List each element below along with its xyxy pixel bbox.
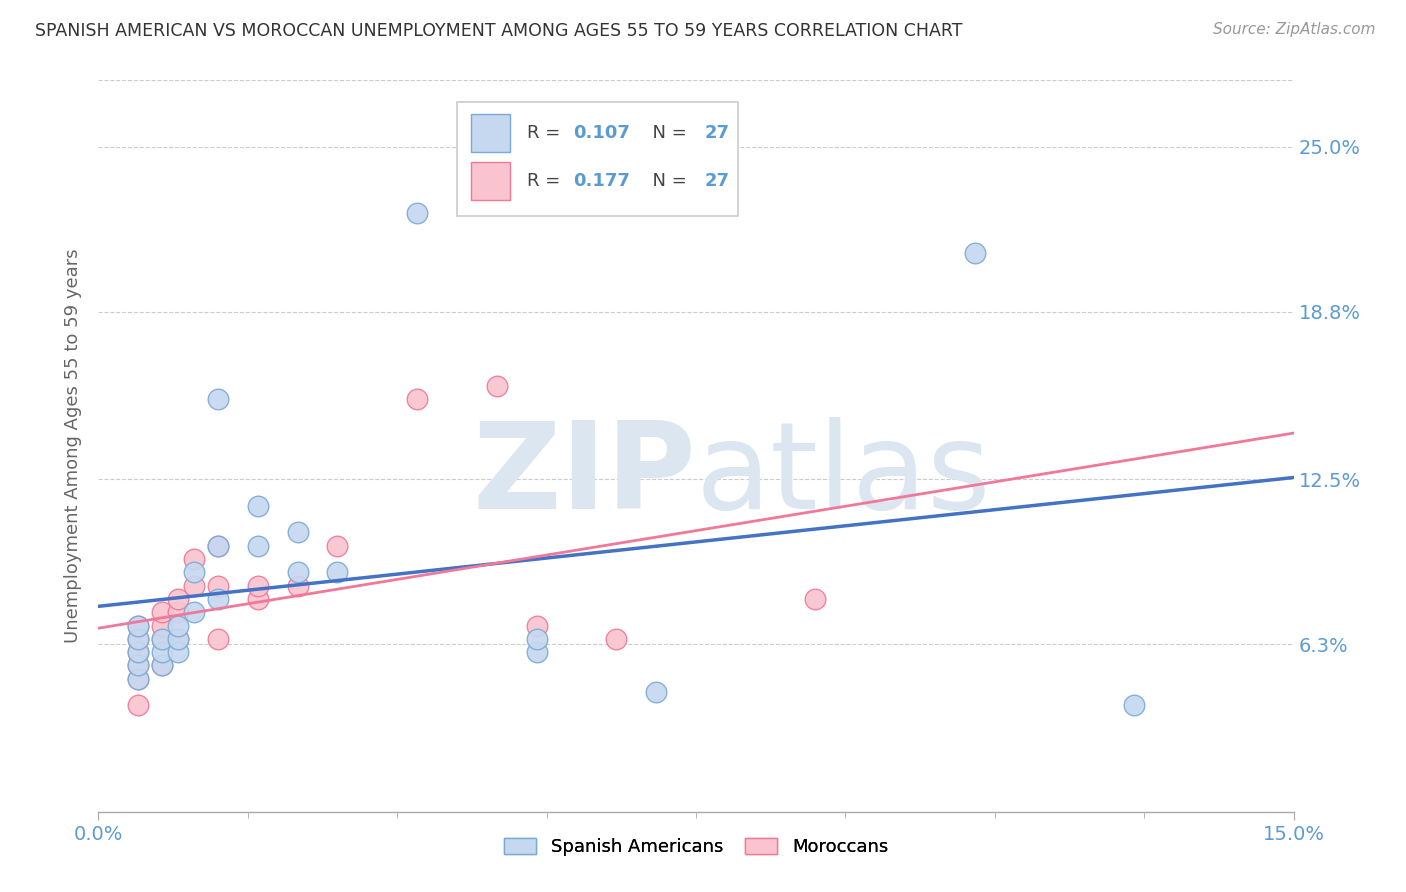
Point: [326, 539, 349, 553]
Text: R =: R =: [527, 124, 567, 142]
Point: [150, 632, 173, 646]
Point: [150, 632, 173, 646]
FancyBboxPatch shape: [471, 114, 509, 152]
Point: [246, 579, 269, 593]
Point: [183, 605, 205, 619]
Text: N =: N =: [641, 124, 693, 142]
Point: [127, 658, 149, 673]
Point: [127, 632, 149, 646]
Point: [167, 591, 190, 606]
Point: [167, 632, 190, 646]
Point: [127, 658, 149, 673]
FancyBboxPatch shape: [457, 103, 738, 216]
Point: [207, 392, 229, 407]
Point: [287, 525, 309, 540]
Point: [605, 632, 627, 646]
Point: [127, 618, 149, 632]
Point: [167, 645, 190, 659]
Point: [645, 685, 668, 699]
Point: [326, 566, 349, 580]
Point: [246, 499, 269, 513]
Point: [406, 206, 429, 220]
Point: [127, 645, 149, 659]
Point: [804, 591, 827, 606]
Text: SPANISH AMERICAN VS MOROCCAN UNEMPLOYMENT AMONG AGES 55 TO 59 YEARS CORRELATION : SPANISH AMERICAN VS MOROCCAN UNEMPLOYMEN…: [35, 22, 963, 40]
Point: [1123, 698, 1146, 713]
Point: [207, 591, 229, 606]
Point: [127, 698, 149, 713]
Point: [207, 579, 229, 593]
Point: [526, 632, 548, 646]
Point: [127, 672, 149, 686]
Text: ZIP: ZIP: [472, 417, 696, 533]
Point: [127, 645, 149, 659]
Text: 0.107: 0.107: [572, 124, 630, 142]
Point: [287, 566, 309, 580]
Point: [287, 579, 309, 593]
Point: [167, 618, 190, 632]
Point: [526, 618, 548, 632]
Point: [207, 539, 229, 553]
Point: [963, 246, 986, 260]
Text: 0.177: 0.177: [572, 172, 630, 190]
Legend: Spanish Americans, Moroccans: Spanish Americans, Moroccans: [495, 829, 897, 865]
Point: [406, 392, 429, 407]
Point: [526, 645, 548, 659]
Point: [183, 579, 205, 593]
Y-axis label: Unemployment Among Ages 55 to 59 years: Unemployment Among Ages 55 to 59 years: [63, 249, 82, 643]
Text: 27: 27: [704, 124, 730, 142]
Point: [183, 566, 205, 580]
Point: [150, 618, 173, 632]
Point: [485, 379, 508, 393]
Point: [167, 632, 190, 646]
Text: 27: 27: [704, 172, 730, 190]
Text: N =: N =: [641, 172, 693, 190]
Text: atlas: atlas: [696, 417, 991, 533]
Point: [150, 658, 173, 673]
Point: [167, 605, 190, 619]
Text: R =: R =: [527, 172, 567, 190]
Point: [183, 552, 205, 566]
Text: Source: ZipAtlas.com: Source: ZipAtlas.com: [1212, 22, 1375, 37]
Point: [207, 539, 229, 553]
Point: [246, 539, 269, 553]
Point: [150, 658, 173, 673]
Point: [246, 591, 269, 606]
Point: [150, 645, 173, 659]
Point: [127, 618, 149, 632]
Point: [127, 672, 149, 686]
FancyBboxPatch shape: [471, 162, 509, 200]
Point: [207, 632, 229, 646]
Point: [150, 605, 173, 619]
Point: [127, 632, 149, 646]
